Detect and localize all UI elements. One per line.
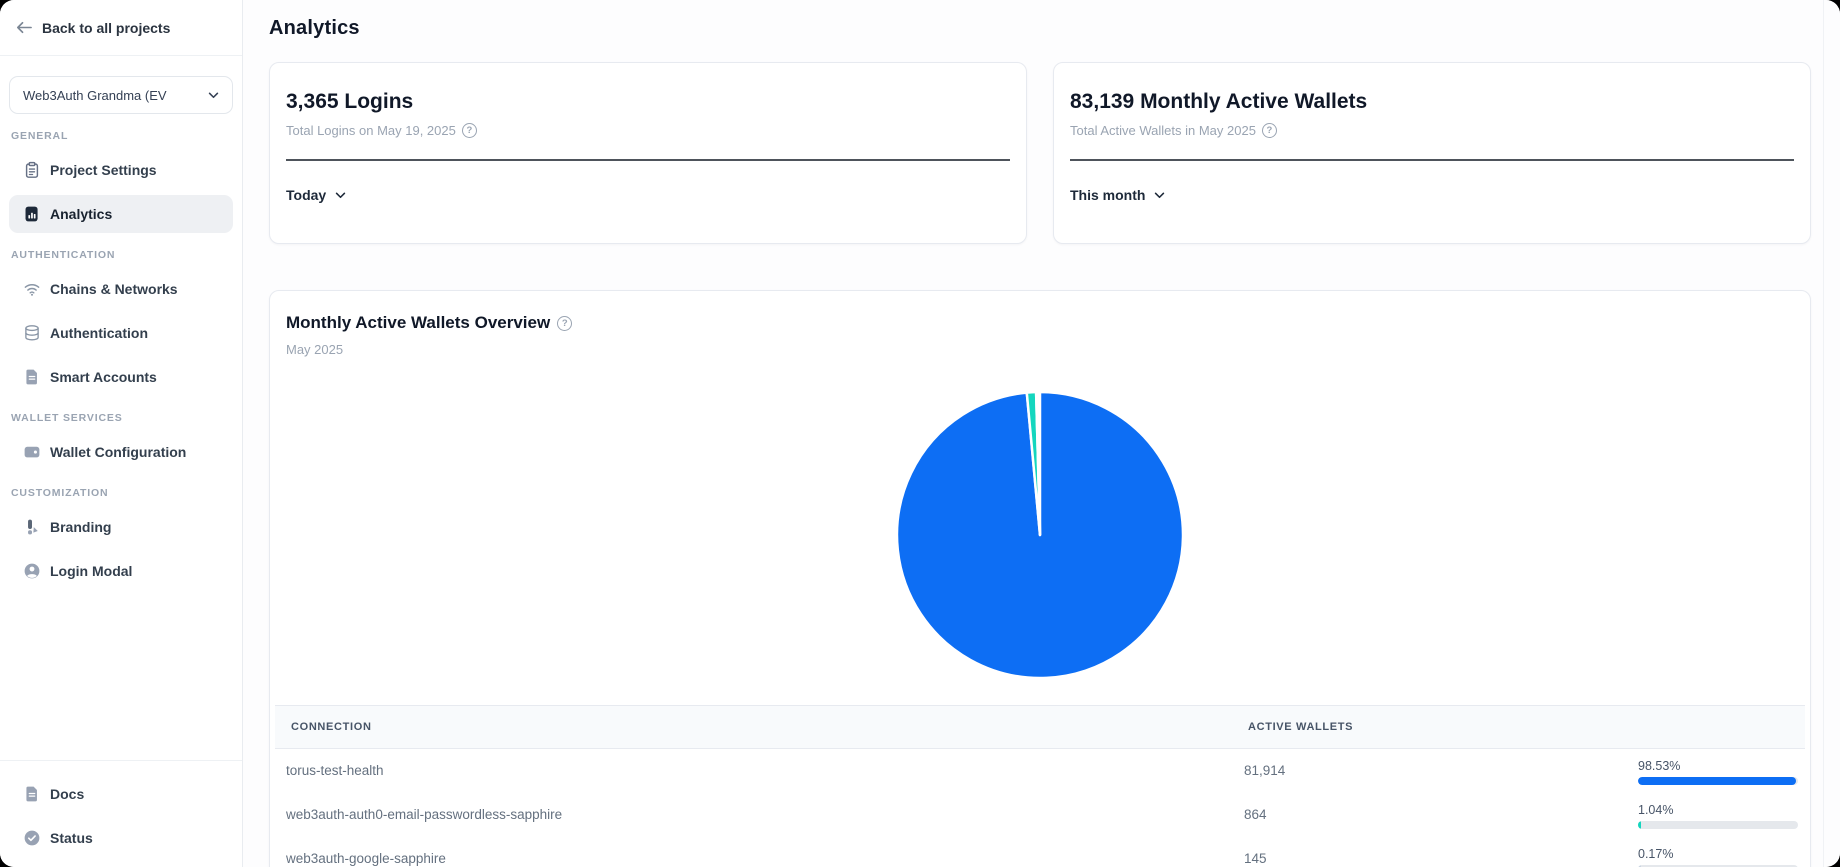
back-to-projects-link[interactable]: Back to all projects	[0, 0, 242, 56]
sidebar-nav: GENERAL Project Settings Analytics AUTHE…	[9, 114, 233, 596]
connection-cell: web3auth-auth0-email-passwordless-sapphi…	[286, 807, 563, 822]
sidebar-item-analytics[interactable]: Analytics	[9, 195, 233, 233]
stat-divider	[286, 159, 1010, 161]
analytics-chart-icon	[23, 205, 41, 223]
network-icon	[23, 280, 41, 298]
scrollbar-track[interactable]	[1823, 0, 1840, 867]
sidebar-item-docs[interactable]: Docs	[9, 775, 233, 813]
monthly-active-wallets-stat-card: 83,139 Monthly Active Wallets Total Acti…	[1053, 62, 1811, 244]
overview-title: Monthly Active Wallets Overview	[286, 313, 551, 332]
wallet-icon	[23, 443, 41, 461]
stats-row: 3,365 Logins Total Logins on May 19, 202…	[269, 62, 1811, 244]
logins-stat-card: 3,365 Logins Total Logins on May 19, 202…	[269, 62, 1027, 244]
percent-bar-fill	[1638, 821, 1641, 829]
monthly-active-wallets-overview-card: Monthly Active Wallets Overview ? May 20…	[269, 290, 1811, 867]
active-wallets-column-header: ACTIVE WALLETS	[1244, 705, 1638, 749]
percent-bar-fill	[1638, 865, 1641, 867]
chevron-down-icon	[335, 192, 346, 199]
chevron-down-icon	[1154, 192, 1165, 199]
page-title: Analytics	[269, 17, 360, 39]
sidebar-footer: Docs Status	[0, 760, 242, 867]
project-selector[interactable]: Web3Auth Grandma (EV	[9, 76, 233, 114]
section-label-wallet-services: WALLET SERVICES	[11, 412, 123, 424]
percent-label: 98.53%	[1638, 759, 1681, 774]
active-wallets-cell: 81,914	[1244, 763, 1286, 779]
pie-chart-area	[270, 390, 1810, 680]
project-selector-value: Web3Auth Grandma (EV	[23, 87, 167, 103]
clipboard-icon	[23, 161, 41, 179]
active-wallets-cell: 145	[1244, 851, 1267, 866]
logins-subtitle: Total Logins on May 19, 2025	[286, 123, 456, 138]
pie-chart	[895, 390, 1185, 680]
chevron-down-icon	[208, 92, 219, 99]
percent-block: 98.53%	[1638, 756, 1798, 786]
maw-range-selector[interactable]: This month	[1070, 187, 1165, 203]
connections-table-body: torus-test-health 81,914 98.53% web3auth…	[275, 749, 1805, 867]
logins-value-title: 3,365 Logins	[286, 90, 414, 113]
percent-bar-fill	[1638, 777, 1796, 786]
section-label-general: GENERAL	[11, 130, 69, 142]
table-row: web3auth-google-sapphire 145 0.17%	[275, 837, 1805, 867]
sidebar-item-wallet-configuration[interactable]: Wallet Configuration	[9, 433, 233, 471]
maw-subtitle: Total Active Wallets in May 2025	[1070, 123, 1256, 138]
sidebar-item-branding[interactable]: Branding	[9, 508, 233, 546]
percent-bar-track	[1638, 821, 1798, 829]
table-row: web3auth-auth0-email-passwordless-sapphi…	[275, 793, 1805, 837]
active-wallets-cell: 864	[1244, 807, 1267, 822]
table-row: torus-test-health 81,914 98.53%	[275, 749, 1805, 793]
back-arrow-icon	[14, 18, 33, 37]
maw-value-title: 83,139 Monthly Active Wallets	[1070, 90, 1368, 113]
percent-label: 0.17%	[1638, 847, 1674, 861]
connection-column-header: CONNECTION	[275, 705, 1244, 749]
help-icon[interactable]: ?	[1261, 123, 1277, 138]
percent-bar-track	[1638, 865, 1798, 867]
sidebar-item-login-modal[interactable]: Login Modal	[9, 552, 233, 590]
sidebar-item-status[interactable]: Status	[9, 819, 233, 857]
percent-block: 0.17%	[1638, 844, 1798, 867]
status-check-icon	[23, 829, 41, 847]
section-label-authentication: AUTHENTICATION	[11, 249, 116, 261]
table-header-row: CONNECTION ACTIVE WALLETS	[275, 705, 1805, 749]
percent-column-header	[1638, 705, 1805, 749]
percent-bar-track	[1638, 777, 1798, 786]
database-icon	[23, 324, 41, 342]
logins-range-selector[interactable]: Today	[286, 187, 346, 203]
help-icon[interactable]: ?	[557, 315, 573, 331]
user-icon	[23, 562, 41, 580]
sidebar-item-chains-networks[interactable]: Chains & Networks	[9, 270, 233, 308]
sidebar-item-smart-accounts[interactable]: Smart Accounts	[9, 358, 233, 396]
overview-subtitle: May 2025	[286, 342, 344, 357]
main-content: Analytics 3,365 Logins Total Logins on M…	[243, 0, 1840, 867]
sidebar-item-authentication[interactable]: Authentication	[9, 314, 233, 352]
brush-icon	[23, 518, 41, 536]
docs-icon	[23, 785, 41, 803]
stat-divider	[1070, 159, 1794, 161]
sidebar: Back to all projects Web3Auth Grandma (E…	[0, 0, 243, 867]
connection-cell: torus-test-health	[286, 763, 384, 779]
section-label-customization: CUSTOMIZATION	[11, 487, 109, 499]
sidebar-item-project-settings[interactable]: Project Settings	[9, 151, 233, 189]
back-link-label: Back to all projects	[42, 19, 171, 36]
percent-block: 1.04%	[1638, 800, 1798, 829]
connections-table: CONNECTION ACTIVE WALLETS torus-test-hea…	[275, 705, 1805, 867]
pie-slice	[1034, 390, 1042, 537]
help-icon[interactable]: ?	[461, 123, 477, 138]
connection-cell: web3auth-google-sapphire	[286, 851, 446, 866]
percent-label: 1.04%	[1638, 803, 1674, 817]
file-icon	[23, 368, 41, 386]
